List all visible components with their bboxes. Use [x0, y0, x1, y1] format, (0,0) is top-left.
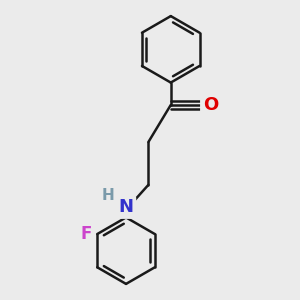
Text: F: F: [80, 225, 92, 243]
Text: N: N: [118, 198, 134, 216]
Text: H: H: [102, 188, 115, 203]
Text: O: O: [203, 96, 218, 114]
